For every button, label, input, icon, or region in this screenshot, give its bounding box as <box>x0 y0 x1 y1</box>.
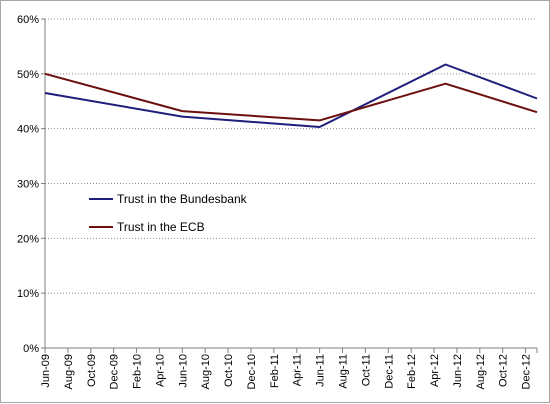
x-tick-label: Oct-10 <box>223 354 235 387</box>
series-line-ecb <box>45 74 537 121</box>
y-tick-labels: 0% 10% 20% 30% 40% 50% 60% <box>17 14 39 355</box>
y-tick-label: 10% <box>17 288 39 300</box>
x-tick-label: Oct-09 <box>86 354 98 387</box>
y-tick-label: 30% <box>17 179 39 191</box>
x-tick-label: Feb-12 <box>406 354 418 389</box>
legend-label: Trust in the ECB <box>117 220 205 234</box>
x-tick-label: Dec-12 <box>521 354 533 389</box>
x-tick-label: Aug-10 <box>200 354 212 389</box>
x-tick-label: Aug-12 <box>475 354 487 389</box>
y-tick-label: 40% <box>17 124 39 136</box>
y-tick-label: 60% <box>17 14 39 26</box>
x-tick-label: Apr-11 <box>292 354 304 386</box>
x-tick-label: Jun-09 <box>40 354 52 388</box>
x-tick-label: Jun-10 <box>177 354 189 388</box>
legend: Trust in the Bundesbank Trust in the ECB <box>89 192 248 234</box>
x-tick-label: Aug-11 <box>337 354 349 389</box>
y-tick-label: 0% <box>23 343 39 355</box>
x-tick-label: Oct-12 <box>498 354 510 387</box>
x-tick-label: Dec-10 <box>246 354 258 389</box>
x-tick-label: Feb-11 <box>269 354 281 388</box>
x-tick-label: Feb-10 <box>132 354 144 389</box>
y-tick-label: 20% <box>17 233 39 245</box>
x-tick-labels: Jun-09 Aug-09 Oct-09 Dec-09 Feb-10 Apr-10 Jun-… <box>40 348 537 389</box>
gridlines <box>41 19 537 348</box>
x-tick-label: Jun-11 <box>315 354 327 387</box>
x-tick-label: Dec-11 <box>383 354 395 389</box>
x-tick-label: Apr-10 <box>154 354 166 387</box>
x-tick-label: Oct-11 <box>360 354 372 386</box>
x-tick-label: Apr-12 <box>429 354 441 387</box>
x-tick-label: Jun-12 <box>452 354 464 388</box>
x-tick-label: Aug-09 <box>63 354 75 389</box>
y-tick-label: 50% <box>17 69 39 81</box>
x-tick-label: Dec-09 <box>109 354 121 389</box>
legend-label: Trust in the Bundesbank <box>117 192 248 206</box>
